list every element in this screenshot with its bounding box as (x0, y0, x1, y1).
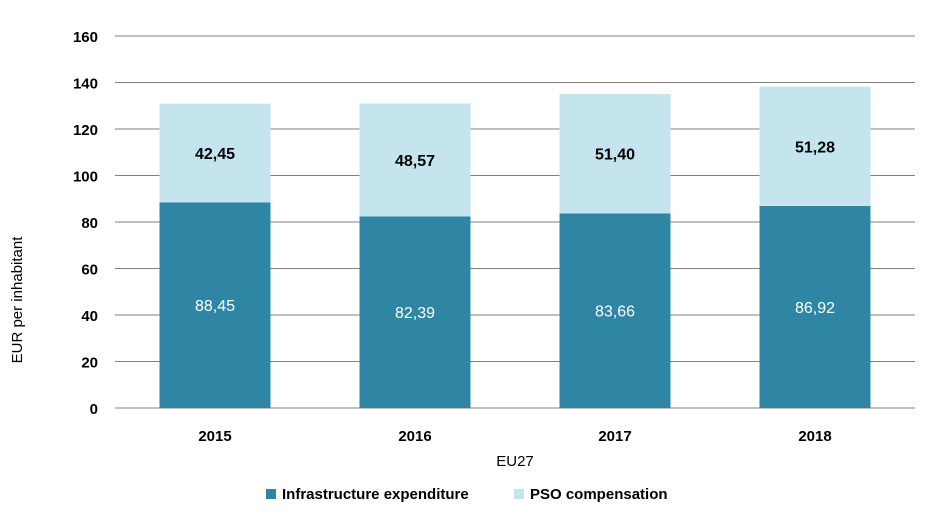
bar-segment (759, 205, 871, 408)
legend-swatch (514, 489, 524, 499)
legend-swatch (266, 489, 276, 499)
bar-segment (359, 103, 471, 217)
x-tick-label: 2018 (798, 428, 831, 445)
y-tick-label: 0 (90, 401, 98, 418)
data-label: 88,45 (195, 298, 235, 315)
y-axis-label: EUR per inhabitant (9, 236, 26, 364)
bar-segment (559, 93, 671, 214)
bar-segment (359, 216, 471, 408)
legend-label: Infrastructure expenditure (282, 486, 469, 503)
bar-segment (159, 103, 271, 203)
y-tick-label: 60 (81, 262, 98, 279)
y-tick-label: 160 (73, 29, 98, 46)
y-tick-label: 100 (73, 169, 98, 186)
bar-segment (559, 213, 671, 408)
bar-segment (159, 202, 271, 408)
data-label: 48,57 (395, 153, 435, 170)
legend-label: PSO compensation (530, 486, 668, 503)
x-tick-label: 2016 (398, 428, 431, 445)
y-tick-label: 40 (81, 308, 98, 325)
y-tick-label: 120 (73, 122, 98, 139)
data-label: 82,39 (395, 305, 435, 322)
y-tick-label: 20 (81, 355, 98, 372)
data-label: 51,40 (595, 147, 635, 164)
bars: 88,45 42,45 82,39 48,57 83,66 51,40 86,92 51,28 (159, 86, 871, 408)
bar-segment (759, 86, 871, 206)
data-label: 83,66 (595, 304, 635, 321)
data-label: 42,45 (195, 146, 235, 163)
data-label: 86,92 (795, 300, 835, 317)
x-axis-label: EU27 (496, 453, 534, 470)
x-tick-label: 2017 (598, 428, 631, 445)
data-label: 51,28 (795, 139, 835, 156)
y-axis-ticks: 0 20 40 60 80 100 120 140 160 (73, 29, 98, 418)
y-tick-label: 80 (81, 215, 98, 232)
y-tick-label: 140 (73, 76, 98, 93)
x-tick-label: 2015 (198, 428, 231, 445)
legend: Infrastructure expenditure PSO compensati… (266, 486, 668, 503)
x-axis-ticks: 2015 2016 2017 2018 (198, 428, 831, 445)
